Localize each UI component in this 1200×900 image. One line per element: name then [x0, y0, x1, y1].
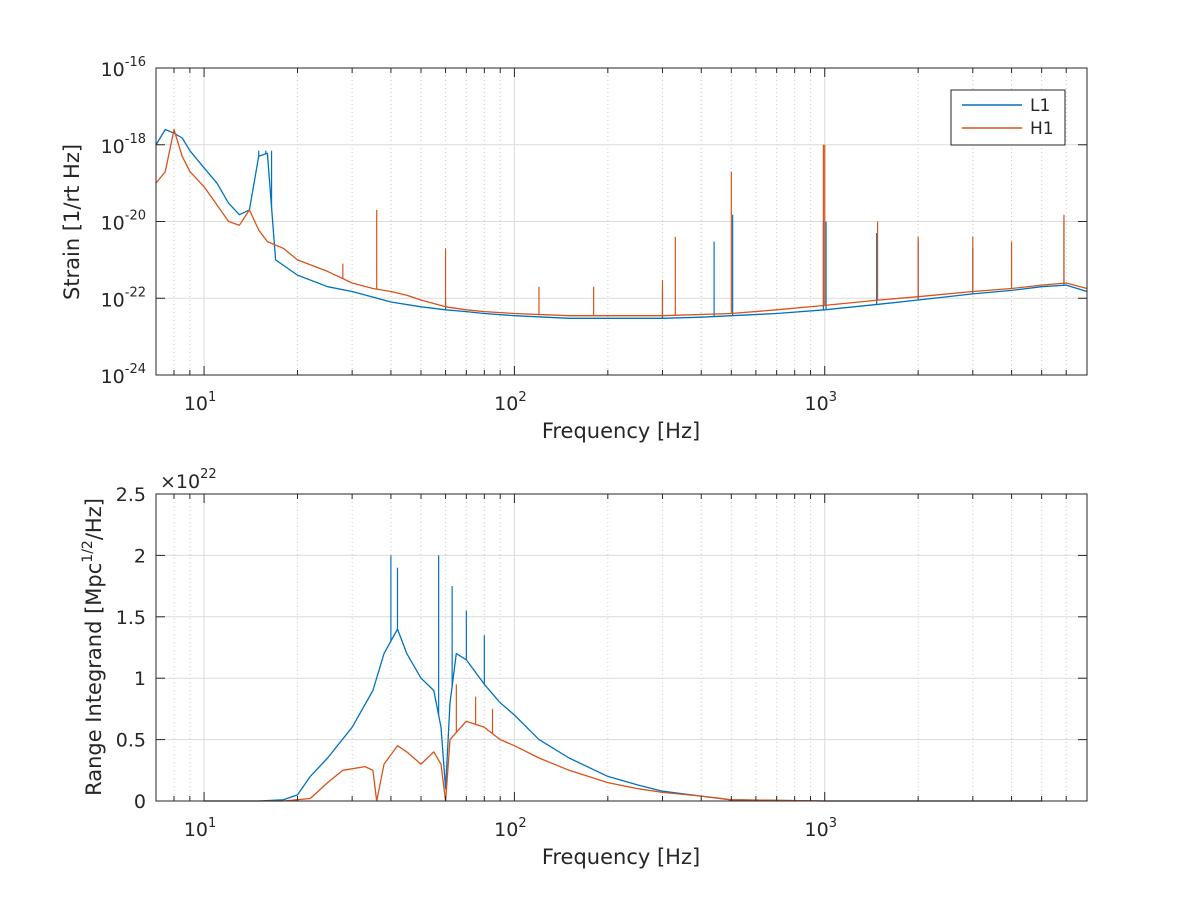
legend-label-l1: L1: [1030, 96, 1050, 116]
legend-box: [950, 89, 1066, 146]
strain-x-tick-labels: 101 102 103: [184, 390, 837, 415]
x-tick-label: 102: [494, 816, 526, 841]
range-y-axis-label: Range Integrand [Mpc1/2/Hz]: [80, 498, 106, 796]
legend-label-h1: H1: [1030, 119, 1054, 139]
x-tick-label: 103: [805, 816, 837, 841]
y-tick-label: 10-16: [101, 55, 146, 81]
strain-series: [155, 128, 1088, 319]
range-axes-box: [155, 493, 1088, 802]
strain-y-axis-label: Strain [1/rt Hz]: [60, 144, 84, 300]
y-tick-label: 1: [134, 668, 146, 690]
range-major-x-gridlines: [203, 494, 826, 801]
range-y-tick-labels: 0 0.5 1 1.5 2 2.5: [116, 484, 146, 813]
x-tick-label: 101: [184, 816, 216, 841]
range-plot-area: [156, 494, 1087, 801]
strain-y-tick-marks: [156, 67, 1087, 376]
x-tick-label: 103: [805, 390, 837, 415]
strain-plot: 101 102 103 10-24 10-22 10-20 10-18 10-16 Freq…: [60, 55, 1088, 443]
range-integrand-plot: 101 102 103 0 0.5 1 1.5 2 2.5 ×1022 Frequency […: [80, 467, 1088, 869]
series-line-l1: [204, 628, 1042, 802]
y-tick-label: 2.5: [116, 484, 146, 506]
strain-x-axis-label: Frequency [Hz]: [542, 419, 700, 443]
range-x-tick-labels: 101 102 103: [184, 816, 837, 841]
series-line-h1: [155, 128, 1088, 317]
legend: L1 H1: [950, 89, 1066, 146]
y-tick-label: 0.5: [116, 730, 146, 752]
y-tick-label: 10-24: [101, 362, 146, 388]
range-y-tick-marks: [156, 493, 1087, 802]
y-tick-label: 1.5: [116, 607, 146, 629]
strain-y-tick-labels: 10-24 10-22 10-20 10-18 10-16: [101, 55, 146, 388]
x-tick-label: 101: [184, 390, 216, 415]
range-x-axis-label: Frequency [Hz]: [542, 845, 700, 869]
range-x-tick-marks: [155, 494, 1088, 801]
y-tick-label: 0: [134, 791, 146, 813]
series-line-l1: [155, 128, 1088, 319]
y-tick-label: 2: [134, 545, 146, 567]
strain-x-tick-marks: [155, 68, 1088, 375]
y-tick-label: 10-20: [101, 209, 146, 235]
y-tick-label: 10-22: [101, 285, 146, 311]
range-y-multiplier: ×1022: [160, 467, 217, 493]
x-tick-label: 102: [494, 390, 526, 415]
y-tick-label: 10-18: [101, 132, 146, 158]
range-major-y-gridlines: [156, 554, 1087, 741]
